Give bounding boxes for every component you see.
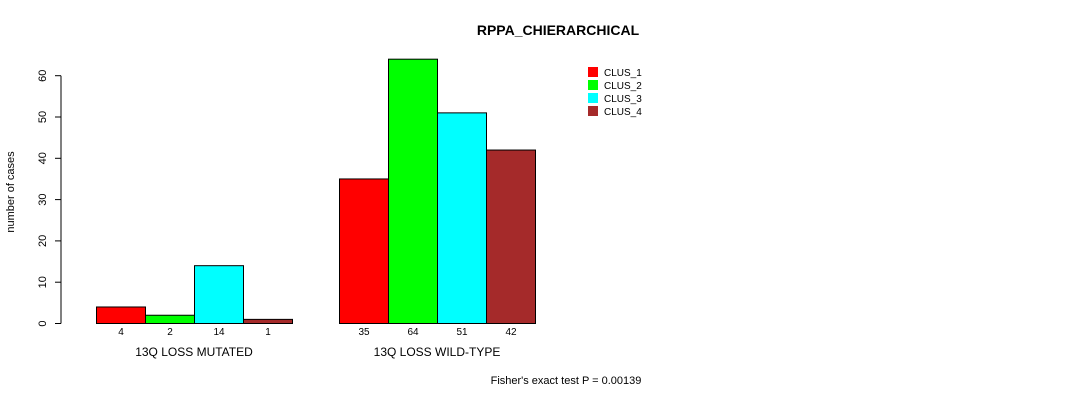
- count-label-clus-1-1: 4: [118, 327, 124, 338]
- count-labels: 4 2 14 1 35 64 51 42: [118, 327, 517, 338]
- y-tick-label-0: 0: [37, 320, 49, 326]
- count-label-clus-2-2: 64: [407, 327, 419, 338]
- bar-clus-2-2: [388, 58, 438, 325]
- count-label-clus-3-2: 51: [456, 327, 468, 338]
- y-tick-label-30: 30: [37, 193, 49, 205]
- y-axis-title: number of cases: [5, 151, 17, 233]
- count-label-clus-3-1: 14: [213, 327, 225, 338]
- bar-clus-4-2: [486, 149, 536, 324]
- y-axis: 0 10 20 30 40 50 60: [37, 70, 62, 327]
- legend-label-3: CLUS_3: [604, 94, 642, 105]
- y-tick-label-10: 10: [37, 276, 49, 288]
- y-tick-label-60: 60: [37, 70, 49, 82]
- bars: [96, 58, 536, 325]
- y-tick-label-40: 40: [37, 152, 49, 164]
- legend-swatch-1: [588, 67, 598, 77]
- bar-clus-2-1: [145, 314, 195, 324]
- legend-swatch-4: [588, 106, 598, 116]
- bar-clus-1-1: [96, 306, 146, 325]
- bar-clus-3-2: [437, 112, 487, 325]
- group-label-1: 13Q LOSS MUTATED: [135, 345, 253, 359]
- group-labels: 13Q LOSS MUTATED 13Q LOSS WILD-TYPE: [135, 345, 500, 359]
- y-tick-label-20: 20: [37, 235, 49, 247]
- chart-title: RPPA_CHIERARCHICAL: [477, 22, 640, 38]
- group-label-2: 13Q LOSS WILD-TYPE: [374, 345, 501, 359]
- count-label-clus-4-2: 42: [505, 327, 517, 338]
- fisher-test-annotation: Fisher's exact test P = 0.00139: [491, 375, 642, 387]
- count-label-clus-4-1: 1: [265, 327, 271, 338]
- legend-swatch-3: [588, 93, 598, 103]
- count-label-clus-1-2: 35: [358, 327, 370, 338]
- bar-clus-3-1: [194, 265, 244, 324]
- count-label-clus-2-1: 2: [167, 327, 173, 338]
- legend-label-1: CLUS_1: [604, 68, 642, 79]
- legend-label-2: CLUS_2: [604, 81, 642, 92]
- bar-clus-1-2: [339, 178, 389, 324]
- y-tick-label-50: 50: [37, 111, 49, 123]
- bar-clus-4-1: [243, 318, 293, 324]
- legend: CLUS_1 CLUS_2 CLUS_3 CLUS_4: [588, 67, 642, 118]
- legend-label-4: CLUS_4: [604, 107, 642, 118]
- legend-swatch-2: [588, 80, 598, 90]
